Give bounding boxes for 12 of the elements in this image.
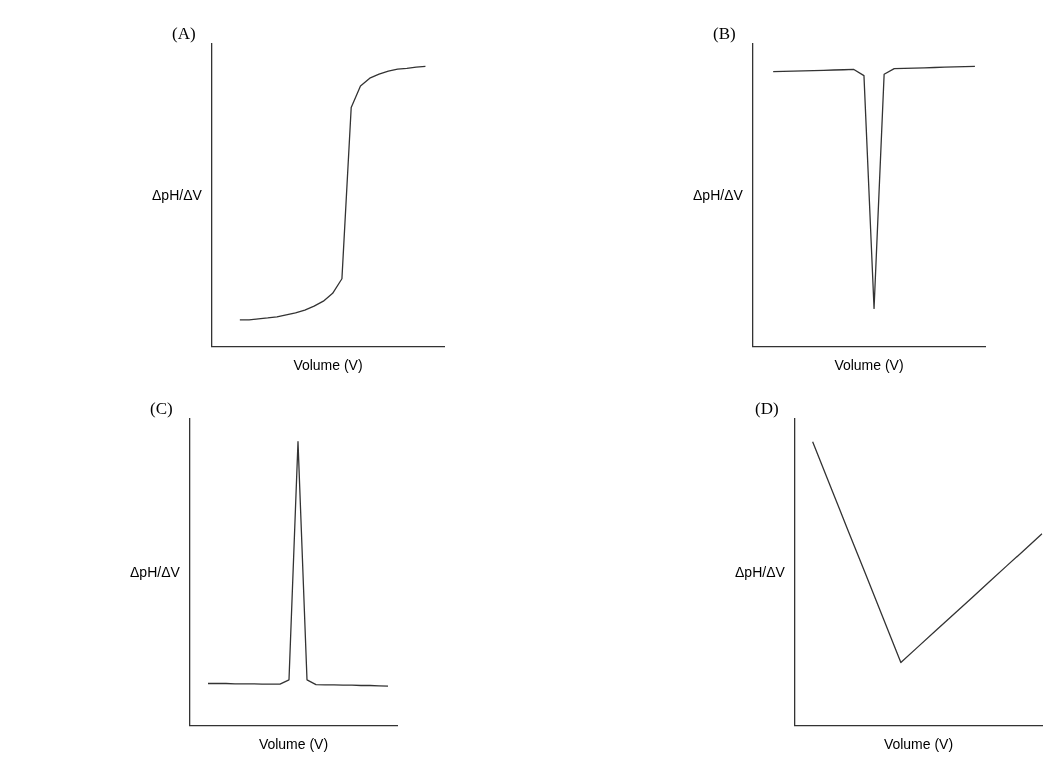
y-axis-title: ΔpH/ΔV xyxy=(152,187,202,204)
x-axis-title: Volume (V) xyxy=(293,357,363,374)
chart-title: (D) xyxy=(755,398,779,418)
chart-title: (B) xyxy=(713,23,736,43)
chart-title: (A) xyxy=(172,23,196,43)
chart-title: (C) xyxy=(150,398,173,418)
x-axis-title: Volume (V) xyxy=(258,736,329,753)
y-axis-title: ΔpH/ΔV xyxy=(130,564,180,581)
y-axis-title: ΔpH/ΔV xyxy=(693,187,743,204)
x-axis-title: Volume (V) xyxy=(834,357,904,374)
x-axis-title: Volume (V) xyxy=(883,736,954,753)
y-axis-title: ΔpH/ΔV xyxy=(735,564,785,581)
